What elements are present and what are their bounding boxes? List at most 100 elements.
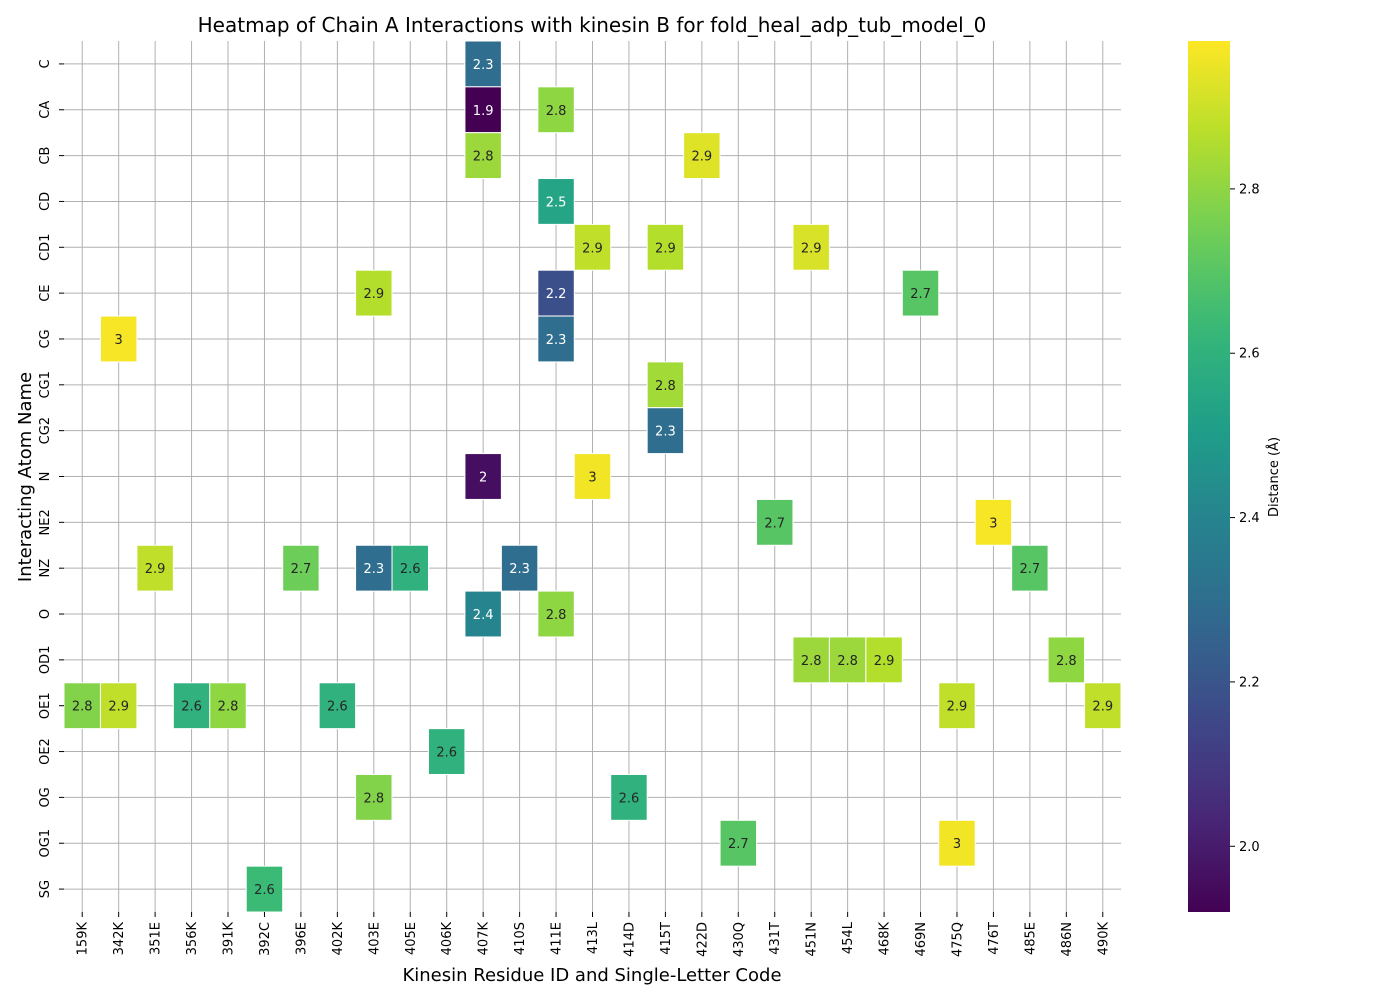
cell-value-label: 2.2 [546, 287, 567, 302]
heatmap-cell [683, 132, 721, 180]
heatmap-cell [355, 269, 393, 317]
cell-value-label: 2.8 [473, 150, 494, 165]
y-tick-label: OG1 [38, 829, 53, 858]
heatmap-cells: 2.3 1.9 2.8 2.8 2.9 2.5 2.9 2.9 2.9 2.9 2.2 2.7 3 2.3… [63, 40, 1122, 913]
cell-value-label: 2.9 [947, 700, 968, 715]
cell-value-label: 1.9 [473, 104, 494, 119]
y-tick-label: CG [38, 329, 53, 348]
y-tick-label: NZ [38, 559, 53, 578]
heatmap-cell [865, 636, 903, 684]
x-tick-label: 396E [294, 922, 309, 955]
y-tick-label: OG [38, 787, 53, 807]
x-tick-label: 403E [367, 922, 382, 955]
y-tick-label: C [38, 59, 53, 68]
x-tick-label: 356K [185, 922, 200, 956]
x-tick-label: 468K [878, 922, 893, 956]
heatmap-cell [646, 407, 685, 455]
cell-value-label: 2.9 [655, 241, 676, 256]
x-tick-label: 490K [1096, 922, 1111, 956]
y-tick-label: O [38, 609, 53, 619]
x-tick-label: 485E [1023, 922, 1038, 955]
x-tick-label: 431T [768, 922, 783, 955]
heatmap-cell [136, 544, 174, 592]
colorbar-ticks: 2.0 2.2 2.4 2.6 2.8 [1230, 182, 1260, 855]
heatmap-cell [974, 498, 1013, 546]
heatmap-cell [318, 682, 357, 730]
x-tick-label: 414D [622, 922, 637, 957]
x-tick-label: 391K [222, 922, 237, 956]
cell-value-label: 2.8 [655, 379, 676, 394]
colorbar-label: Distance (Å) [1266, 437, 1282, 517]
heatmap-cell [756, 498, 794, 546]
x-tick-label: 454L [841, 921, 856, 954]
heatmap-cell [99, 682, 138, 730]
cell-value-label: 2.3 [655, 425, 676, 440]
heatmap-cell [610, 773, 648, 821]
heatmap-cell [99, 315, 138, 363]
cell-value-label: 2 [479, 471, 487, 486]
x-tick-label: 406K [440, 922, 455, 956]
cell-value-label: 2.9 [145, 562, 166, 577]
cell-value-label: 2.6 [400, 562, 421, 577]
y-tick-label: CG1 [38, 371, 53, 398]
cell-value-label: 2.6 [436, 746, 457, 761]
y-tick-label: NE2 [38, 509, 53, 535]
heatmap-cell [901, 269, 940, 317]
cell-value-label: 2.9 [582, 241, 603, 256]
heatmap-cell [63, 682, 101, 730]
cell-value-label: 2.6 [327, 700, 348, 715]
cell-value-label: 2.7 [1020, 562, 1041, 577]
x-tick-label: 469N [914, 922, 929, 957]
y-axis-ticks: C CA CB CD CD1 CE CG CG1 CG2 N NE2 NZ O OD1 OE1 OE2 OG OG… [38, 59, 64, 898]
x-tick-label: 422D [695, 922, 710, 957]
x-tick-label: 486N [1060, 922, 1075, 957]
heatmap-cell [1011, 544, 1049, 592]
heatmap-cell [464, 590, 502, 638]
cell-value-label: 2.8 [363, 791, 384, 806]
heatmap-cell [355, 773, 393, 821]
cell-value-label: 2.8 [837, 654, 858, 669]
cell-value-label: 2.7 [728, 837, 749, 852]
cell-value-label: 2.6 [619, 791, 640, 806]
x-tick-label: 405E [404, 922, 419, 955]
y-tick-label: CG2 [38, 417, 53, 444]
y-axis-label: Interacting Atom Name [15, 372, 36, 582]
x-tick-label: 415T [659, 922, 674, 955]
heatmap-cell [646, 223, 685, 271]
heatmap-cell [464, 132, 502, 180]
cell-value-label: 2.8 [546, 104, 567, 119]
x-tick-label: 413L [586, 921, 601, 954]
cell-value-label: 2.3 [473, 58, 494, 73]
cell-value-label: 2.3 [546, 333, 567, 348]
x-tick-label: 410S [513, 922, 528, 955]
y-tick-label: OE2 [38, 738, 53, 765]
cell-value-label: 2.3 [509, 562, 530, 577]
cell-value-label: 2.8 [801, 654, 822, 669]
heatmap-cell [646, 361, 685, 409]
y-tick-label: CB [38, 147, 53, 165]
heatmap-cell [573, 453, 612, 500]
cell-value-label: 3 [989, 516, 997, 531]
heatmap-cell [537, 315, 575, 363]
heatmap-cell [391, 544, 429, 592]
heatmap-cell [537, 590, 575, 638]
y-tick-label: OE1 [38, 692, 53, 719]
heatmap-cell [938, 819, 976, 867]
y-tick-label: CE [38, 284, 53, 301]
cell-value-label: 2.8 [1056, 654, 1077, 669]
cell-value-label: 3 [588, 471, 596, 486]
cell-value-label: 2.7 [291, 562, 312, 577]
cell-value-label: 2.5 [546, 195, 567, 210]
chart-title: Heatmap of Chain A Interactions with kin… [198, 13, 987, 37]
heatmap-cell [573, 223, 612, 271]
cell-value-label: 2.7 [764, 516, 785, 531]
cell-value-label: 3 [115, 333, 123, 348]
x-tick-label: 351E [149, 922, 164, 955]
heatmap-cell [828, 636, 867, 684]
heatmap-cell [464, 453, 502, 500]
x-tick-label: 159K [76, 922, 91, 956]
heatmap-cell [355, 544, 393, 592]
y-tick-label: CD1 [38, 234, 53, 261]
x-axis-label: Kinesin Residue ID and Single-Letter Cod… [402, 965, 781, 986]
y-tick-label: CD [38, 192, 53, 211]
